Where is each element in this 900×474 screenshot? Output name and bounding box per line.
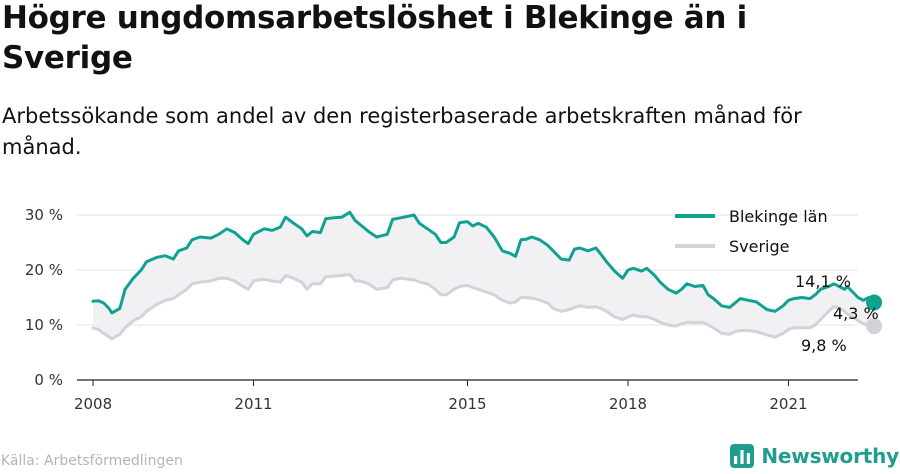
series-line-blekinge-l-n: [91, 210, 876, 315]
x-tick-label-2011: 2011: [234, 395, 272, 413]
end-marker-blekinge: [866, 294, 883, 311]
chart-subtitle: Arbetssökande som andel av den registerb…: [2, 104, 802, 159]
end-label-difference: 4,3 %: [833, 304, 879, 323]
x-tick-label-2018: 2018: [609, 395, 647, 413]
x-tick-label-2015: 2015: [448, 395, 486, 413]
brand-name: Newsworthy: [761, 444, 899, 468]
y-tick-label-10: 10 %: [25, 316, 63, 334]
bar-chart-icon: [730, 444, 755, 468]
y-tick-label-30: 30 %: [25, 206, 63, 224]
series-lines: [91, 210, 876, 341]
legend-label-blekinge: Blekinge län: [729, 207, 828, 226]
x-tick-label-2008: 2008: [74, 395, 112, 413]
legend-label-sverige: Sverige: [729, 237, 790, 256]
x-tick-label-2021: 2021: [769, 395, 807, 413]
end-marker-sverige: [866, 318, 883, 335]
end-markers: [866, 294, 883, 335]
end-label-sverige: 9,8 %: [801, 336, 847, 355]
y-axis-ticks: 0 % 10 % 20 % 30 %: [25, 206, 63, 389]
series-line-sverige: [91, 272, 876, 341]
brand[interactable]: Newsworthy: [730, 442, 899, 470]
legend: Blekinge län Sverige: [675, 207, 828, 256]
x-axis-ticks: 2008 2011 2015 2018 2021: [74, 380, 808, 413]
gap-area: [93, 212, 874, 339]
source-note: Källa: Arbetsförmedlingen: [1, 453, 183, 469]
end-label-blekinge: 14,1 %: [795, 272, 851, 291]
y-tick-label-0: 0 %: [34, 371, 63, 389]
y-tick-label-20: 20 %: [25, 261, 63, 279]
chart-title: Högre ungdomsarbetslöshet i Blekinge än …: [2, 0, 748, 76]
line-chart: 0 % 10 % 20 % 30 % 2008 2011 2015 2018 2021 Ble…: [25, 206, 883, 413]
